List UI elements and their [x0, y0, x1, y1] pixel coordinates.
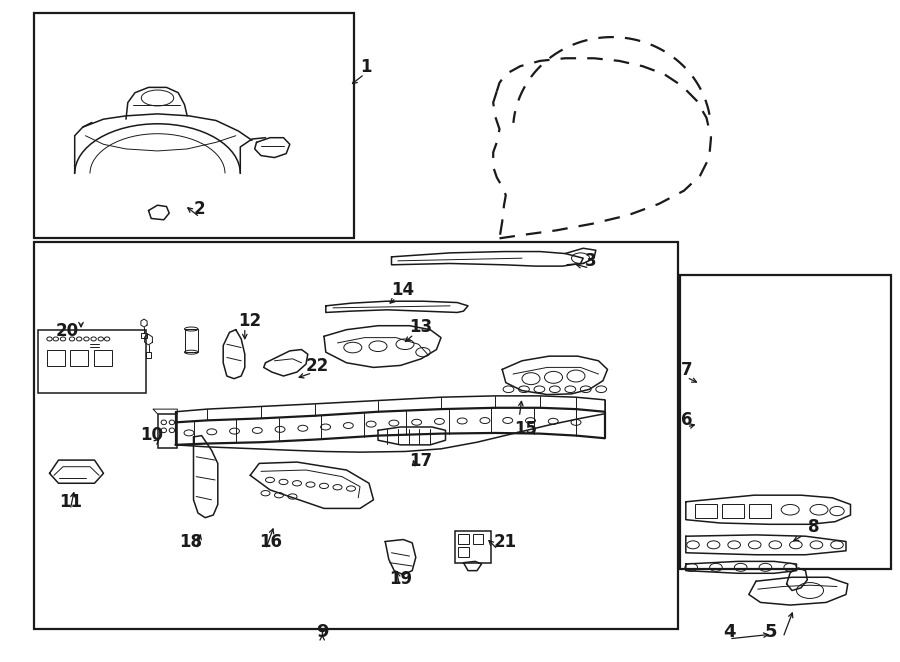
Text: 21: 21 — [493, 533, 517, 551]
Bar — [158, 414, 177, 448]
Text: 14: 14 — [392, 281, 415, 299]
Text: 6: 6 — [681, 411, 693, 429]
Text: 22: 22 — [306, 357, 329, 375]
Text: 9: 9 — [316, 623, 328, 641]
Bar — [146, 352, 151, 358]
Bar — [70, 350, 88, 366]
Text: 16: 16 — [259, 533, 283, 551]
Text: 20: 20 — [56, 322, 79, 340]
Text: 2: 2 — [194, 201, 205, 218]
Bar — [184, 329, 198, 352]
Bar — [458, 547, 469, 557]
Text: 7: 7 — [681, 361, 693, 379]
Bar — [141, 333, 147, 338]
Text: 3: 3 — [585, 252, 597, 270]
Bar — [94, 350, 112, 366]
Text: 1: 1 — [360, 58, 372, 76]
Bar — [749, 504, 771, 518]
Bar — [695, 504, 717, 518]
Text: 10: 10 — [140, 426, 163, 444]
Bar — [722, 504, 744, 518]
Bar — [38, 330, 146, 393]
Bar — [458, 534, 469, 544]
Text: 11: 11 — [58, 493, 82, 511]
Bar — [454, 531, 490, 563]
Text: 19: 19 — [389, 570, 412, 588]
Bar — [472, 534, 483, 544]
Bar — [680, 275, 891, 569]
Text: 15: 15 — [514, 420, 537, 438]
Text: 8: 8 — [808, 518, 820, 536]
Text: 4: 4 — [723, 623, 735, 641]
Bar — [47, 350, 65, 366]
Text: 18: 18 — [179, 533, 203, 551]
Bar — [34, 242, 678, 629]
Text: 5: 5 — [765, 623, 778, 641]
Bar — [34, 13, 354, 238]
Text: 12: 12 — [238, 312, 262, 330]
Text: 17: 17 — [410, 452, 433, 470]
Text: 13: 13 — [410, 318, 433, 336]
